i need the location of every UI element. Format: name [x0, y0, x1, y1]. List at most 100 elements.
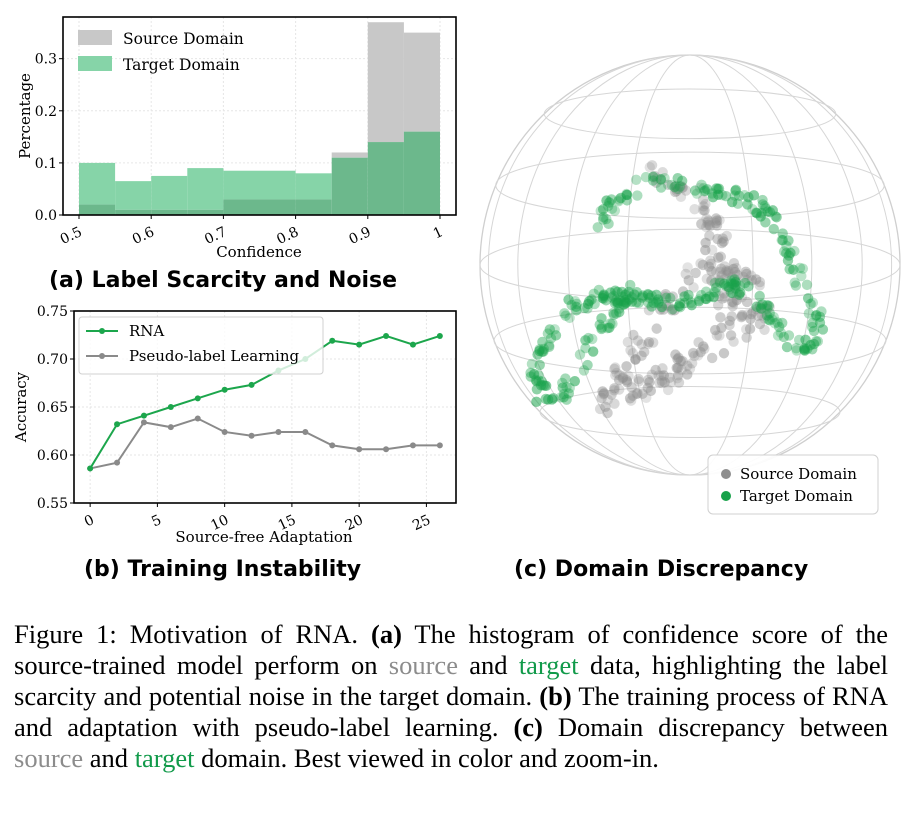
- source-point: [754, 276, 766, 288]
- target-point: [699, 186, 710, 197]
- target-point: [571, 305, 582, 316]
- source-point: [633, 376, 644, 387]
- source-point: [716, 270, 727, 281]
- target-point: [598, 291, 609, 302]
- series-rna-point: [248, 381, 255, 388]
- source-point: [672, 372, 683, 384]
- source-point: [703, 219, 715, 230]
- target-point: [578, 365, 590, 376]
- source-point: [627, 390, 639, 401]
- target-point: [726, 196, 738, 208]
- target-point: [673, 183, 684, 195]
- target-point: [651, 289, 662, 300]
- target-point: [569, 296, 581, 307]
- target-point: [761, 300, 773, 311]
- target-point: [767, 314, 778, 325]
- target-point: [583, 332, 594, 344]
- target-point: [534, 359, 545, 371]
- target-point: [796, 270, 807, 282]
- target-point: [640, 171, 652, 183]
- source-point: [727, 296, 738, 308]
- target-point: [609, 298, 621, 309]
- source-point: [596, 392, 607, 404]
- target-point: [592, 222, 603, 233]
- source-point: [754, 280, 765, 291]
- target-point: [683, 289, 694, 301]
- source-point: [712, 300, 724, 311]
- source-point: [622, 336, 634, 348]
- source-point: [716, 263, 727, 274]
- source-point: [683, 275, 694, 286]
- source-point: [664, 372, 675, 383]
- line-xtick-label: 5: [149, 512, 164, 530]
- domain-sphere-scatter: Source Domain Target Domain: [479, 54, 901, 515]
- target-point: [799, 344, 810, 355]
- series-rna-point: [194, 395, 201, 402]
- legend-source-swatch: [78, 30, 112, 45]
- target-point: [730, 184, 742, 195]
- hist-bar-source: [403, 32, 440, 132]
- target-point: [653, 298, 664, 309]
- target-point: [757, 199, 769, 210]
- source-point: [746, 308, 757, 320]
- source-point: [673, 352, 684, 363]
- source-point: [699, 205, 710, 216]
- hist-bar-target: [295, 173, 332, 200]
- target-point: [597, 204, 609, 215]
- source-point: [713, 252, 724, 263]
- source-point: [741, 332, 752, 343]
- series-pseudo-point: [409, 442, 416, 449]
- source-point: [721, 265, 732, 276]
- source-point: [700, 237, 711, 248]
- target-point: [561, 394, 572, 405]
- source-point: [636, 339, 647, 350]
- source-point: [746, 275, 758, 286]
- source-point: [695, 258, 706, 269]
- target-point: [660, 292, 672, 304]
- source-point: [665, 376, 677, 388]
- target-point: [646, 301, 657, 312]
- source-point: [644, 161, 655, 173]
- source-point: [609, 398, 620, 409]
- target-point: [620, 289, 631, 300]
- source-point: [677, 286, 689, 297]
- source-point: [747, 306, 759, 317]
- source-point: [609, 385, 620, 396]
- source-point: [690, 267, 701, 279]
- target-point: [574, 349, 586, 360]
- sphere-longitude-line: [487, 54, 893, 476]
- target-point: [733, 190, 745, 202]
- target-point: [783, 330, 795, 341]
- target-point: [608, 290, 619, 302]
- target-point: [566, 299, 577, 311]
- source-point: [643, 305, 655, 316]
- target-point: [743, 192, 754, 203]
- target-point: [621, 189, 633, 201]
- source-point: [711, 217, 722, 229]
- source-point: [721, 270, 732, 281]
- source-point: [720, 266, 732, 278]
- target-point: [652, 294, 664, 305]
- target-point: [710, 282, 722, 293]
- target-point: [604, 322, 615, 333]
- confidence-histogram: 0.00.10.20.30.5 0.6 0.7 0.8 0.9 1 Source Doma…: [16, 16, 457, 261]
- target-point: [558, 388, 570, 400]
- target-point: [800, 334, 811, 345]
- source-point: [697, 259, 709, 271]
- figure-caption: Figure 1: Motivation of RNA. (a) The his…: [14, 619, 889, 773]
- source-point: [715, 251, 726, 262]
- subcaption-b: (b) Training Instability: [84, 557, 362, 582]
- source-point: [682, 262, 693, 273]
- target-point: [613, 194, 625, 205]
- hist-xtick-label: 0.6: [130, 224, 157, 248]
- sphere-latitude-line: [539, 386, 841, 438]
- source-point: [706, 352, 718, 364]
- hist-bar-target: [259, 170, 296, 200]
- target-point: [580, 342, 591, 354]
- source-point: [677, 182, 688, 193]
- target-point: [676, 175, 688, 187]
- hist-xlabel: Confidence: [216, 243, 302, 261]
- source-point: [703, 215, 714, 226]
- target-point: [643, 297, 654, 308]
- line-ytick-label: 0.75: [37, 304, 68, 320]
